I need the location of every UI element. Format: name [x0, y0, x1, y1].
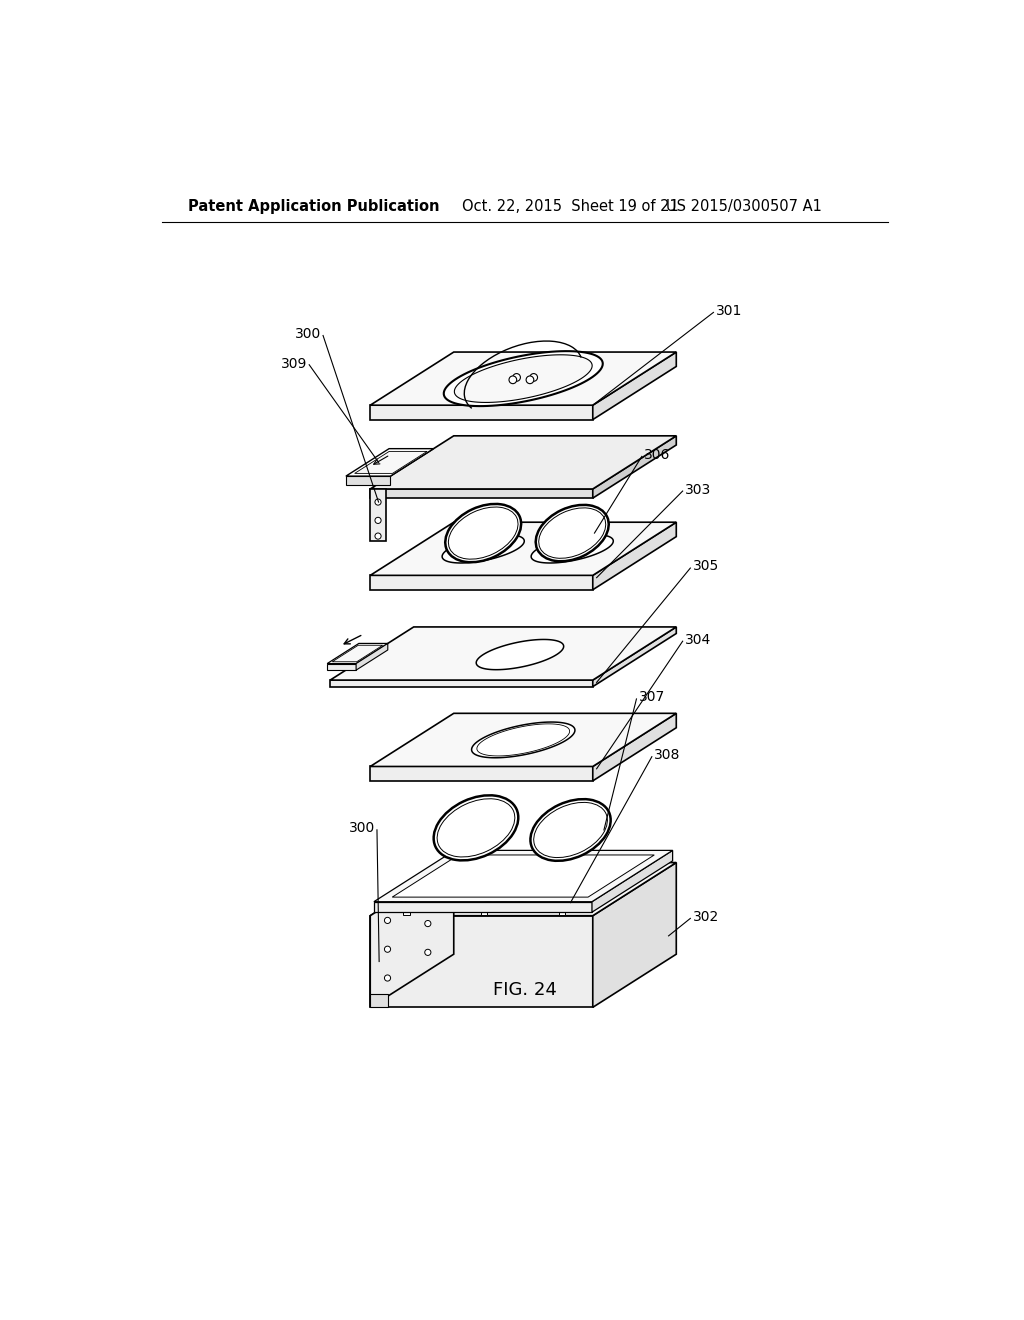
Polygon shape	[371, 767, 593, 781]
Polygon shape	[371, 488, 386, 541]
Polygon shape	[593, 862, 676, 1007]
Polygon shape	[593, 627, 676, 686]
Text: 302: 302	[692, 909, 719, 924]
Polygon shape	[356, 643, 388, 671]
Polygon shape	[371, 576, 593, 590]
Circle shape	[375, 499, 381, 506]
Text: 303: 303	[685, 483, 712, 496]
Text: 300: 300	[349, 821, 376, 836]
Circle shape	[425, 892, 431, 898]
Circle shape	[509, 376, 517, 384]
Polygon shape	[374, 850, 673, 902]
Polygon shape	[593, 713, 676, 781]
Polygon shape	[481, 873, 568, 903]
Circle shape	[513, 374, 520, 381]
Bar	[637, 862, 643, 865]
Text: Patent Application Publication: Patent Application Publication	[188, 198, 440, 214]
Polygon shape	[371, 862, 676, 916]
Polygon shape	[374, 902, 592, 912]
Polygon shape	[486, 875, 563, 902]
Ellipse shape	[445, 504, 521, 562]
Polygon shape	[472, 722, 574, 758]
Polygon shape	[330, 627, 676, 680]
Polygon shape	[371, 994, 388, 1007]
Circle shape	[384, 946, 390, 952]
Circle shape	[425, 949, 431, 956]
Polygon shape	[371, 862, 454, 1007]
Text: 306: 306	[644, 447, 671, 462]
Circle shape	[384, 975, 390, 981]
Polygon shape	[392, 855, 654, 898]
Polygon shape	[371, 352, 676, 405]
Polygon shape	[354, 451, 427, 474]
Polygon shape	[592, 850, 673, 912]
Circle shape	[375, 517, 381, 524]
Text: 300: 300	[295, 327, 322, 341]
Polygon shape	[593, 523, 676, 590]
Polygon shape	[371, 523, 676, 576]
Text: 308: 308	[654, 748, 681, 762]
Polygon shape	[455, 355, 592, 403]
Polygon shape	[328, 643, 388, 664]
Polygon shape	[371, 916, 593, 1007]
Polygon shape	[346, 477, 390, 486]
Ellipse shape	[433, 796, 518, 861]
Text: 301: 301	[716, 304, 742, 318]
Polygon shape	[330, 680, 593, 686]
Circle shape	[384, 917, 390, 924]
Bar	[481, 911, 487, 915]
Ellipse shape	[534, 803, 607, 858]
Polygon shape	[593, 436, 676, 498]
Polygon shape	[531, 535, 613, 564]
Polygon shape	[593, 352, 676, 420]
Text: 305: 305	[692, 560, 719, 573]
Ellipse shape	[449, 507, 518, 560]
Polygon shape	[328, 664, 356, 671]
Bar	[559, 862, 565, 865]
Polygon shape	[371, 488, 593, 498]
Ellipse shape	[536, 504, 608, 561]
Polygon shape	[443, 351, 603, 407]
Polygon shape	[346, 449, 433, 477]
Bar	[559, 911, 565, 915]
Polygon shape	[385, 866, 662, 912]
Circle shape	[425, 920, 431, 927]
Text: 304: 304	[685, 632, 712, 647]
Ellipse shape	[437, 799, 515, 857]
Circle shape	[375, 533, 381, 539]
Bar	[403, 911, 410, 915]
Ellipse shape	[530, 799, 610, 861]
Polygon shape	[442, 535, 524, 564]
Polygon shape	[371, 713, 676, 767]
Text: US 2015/0300507 A1: US 2015/0300507 A1	[666, 198, 821, 214]
Polygon shape	[476, 639, 563, 669]
Polygon shape	[371, 436, 676, 488]
Text: Oct. 22, 2015  Sheet 19 of 21: Oct. 22, 2015 Sheet 19 of 21	[462, 198, 679, 214]
Circle shape	[526, 376, 534, 384]
Bar	[481, 862, 487, 865]
Polygon shape	[477, 723, 569, 756]
Text: FIG. 24: FIG. 24	[493, 981, 557, 999]
Text: 307: 307	[639, 690, 665, 705]
Polygon shape	[371, 405, 593, 420]
Polygon shape	[332, 645, 383, 661]
Ellipse shape	[539, 508, 606, 558]
Text: 309: 309	[282, 356, 307, 371]
Circle shape	[529, 374, 538, 381]
